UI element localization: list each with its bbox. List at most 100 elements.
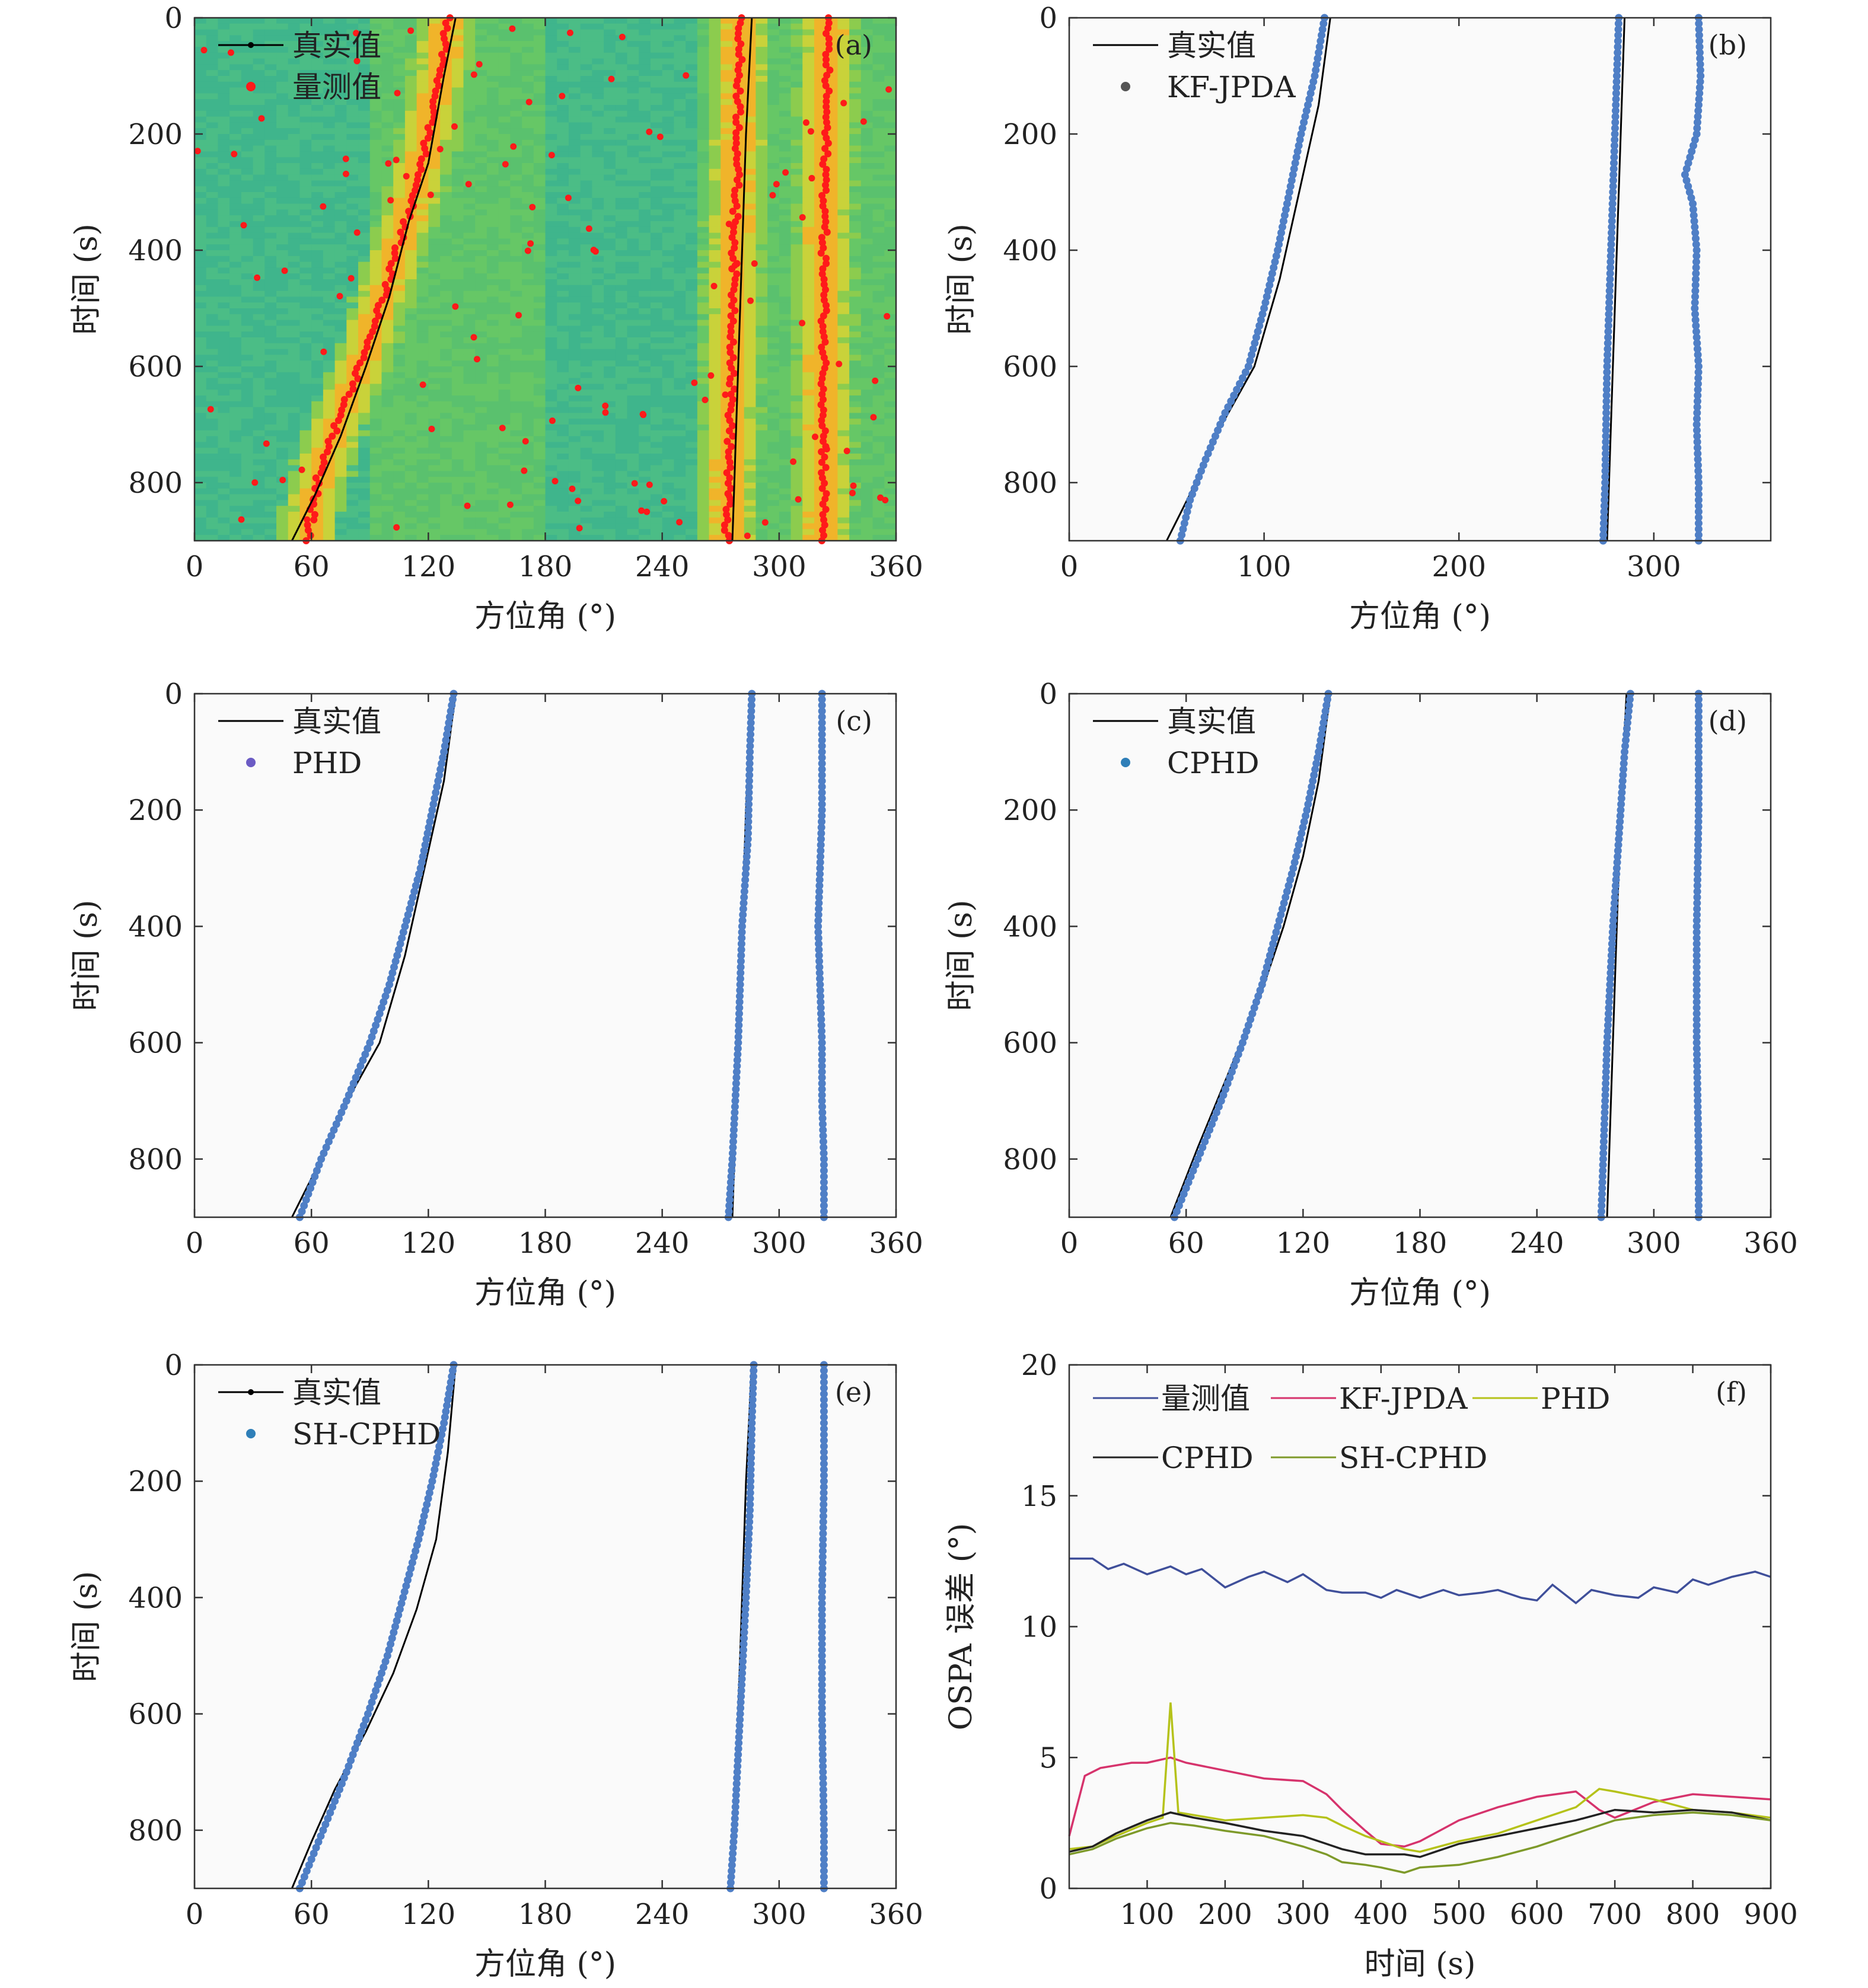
heat-cell xyxy=(323,238,336,245)
heat-cell xyxy=(721,261,733,268)
heat-cell xyxy=(697,139,710,146)
heat-cell xyxy=(346,70,359,76)
heat-cell xyxy=(779,384,792,390)
heat-cell xyxy=(779,157,792,164)
heat-cell xyxy=(533,122,546,129)
heat-cell xyxy=(837,221,850,228)
heat-cell xyxy=(522,285,534,292)
heat-cell xyxy=(510,186,522,193)
heat-cell xyxy=(849,419,862,425)
heat-cell xyxy=(498,76,511,82)
heat-cell xyxy=(825,378,839,384)
heat-cell xyxy=(381,209,394,216)
heat-cell xyxy=(475,163,487,170)
heat-cell xyxy=(346,145,359,152)
heat-cell xyxy=(756,174,768,181)
heat-cell xyxy=(264,180,277,187)
heat-cell xyxy=(311,401,324,408)
heat-cell xyxy=(369,337,382,344)
heat-cell xyxy=(393,209,406,216)
heat-cell xyxy=(697,168,710,175)
heat-cell xyxy=(627,81,639,88)
heat-cell xyxy=(557,430,569,437)
heat-cell xyxy=(686,261,698,268)
heat-cell xyxy=(428,221,441,228)
heat-cell xyxy=(650,64,663,71)
heat-cell xyxy=(334,145,347,152)
heat-cell xyxy=(686,128,698,135)
heat-cell xyxy=(674,308,686,315)
heat-cell xyxy=(381,390,394,396)
heat-cell xyxy=(288,430,301,437)
heat-cell xyxy=(686,151,698,158)
heat-cell xyxy=(346,186,359,193)
heat-cell xyxy=(416,203,429,210)
heat-cell xyxy=(860,471,874,477)
heat-cell xyxy=(463,494,476,500)
heat-cell xyxy=(697,70,710,76)
heat-cell xyxy=(241,366,254,373)
heat-cell xyxy=(580,326,592,332)
heat-cell xyxy=(825,244,839,251)
heat-cell xyxy=(288,163,301,170)
heat-cell xyxy=(580,401,592,408)
heat-cell xyxy=(779,192,792,199)
heat-cell xyxy=(639,157,651,164)
heat-cell xyxy=(533,41,546,47)
heat-cell xyxy=(428,366,441,373)
heat-cell xyxy=(557,192,569,199)
heat-cell xyxy=(837,308,850,315)
heat-cell xyxy=(872,483,885,489)
heat-cell xyxy=(288,366,301,373)
heat-cell xyxy=(686,390,698,396)
heat-cell xyxy=(440,360,452,367)
heat-cell xyxy=(522,232,534,239)
heat-cell xyxy=(475,180,487,187)
heat-cell xyxy=(522,163,534,170)
heat-cell xyxy=(860,180,874,187)
heat-cell xyxy=(545,308,557,315)
heat-cell xyxy=(697,425,710,431)
heat-cell xyxy=(288,209,301,216)
heat-cell xyxy=(463,261,476,268)
heat-cell xyxy=(790,267,803,274)
heat-cell xyxy=(311,256,324,263)
heat-cell xyxy=(872,87,885,94)
heat-cell xyxy=(860,58,874,65)
heat-cell xyxy=(674,186,686,193)
heat-cell xyxy=(568,209,581,216)
heat-cell xyxy=(756,197,768,205)
heat-cell xyxy=(802,47,815,53)
heat-cell xyxy=(428,436,441,442)
heat-cell xyxy=(288,180,301,187)
heat-cell xyxy=(440,267,452,274)
heat-cell xyxy=(463,215,476,222)
heat-cell xyxy=(686,413,698,419)
heat-cell xyxy=(545,250,557,257)
heat-cell xyxy=(416,273,429,280)
heat-cell xyxy=(627,355,639,361)
heat-cell xyxy=(264,296,277,303)
heat-cell xyxy=(872,29,885,36)
heat-cell xyxy=(498,279,511,286)
heat-cell xyxy=(522,192,534,199)
heat-cell xyxy=(311,308,324,315)
heat-cell xyxy=(522,29,534,36)
heat-cell xyxy=(288,168,301,175)
heat-cell xyxy=(533,454,546,460)
heat-cell xyxy=(639,384,651,390)
heat-cell xyxy=(860,76,874,82)
heat-cell xyxy=(545,448,557,454)
heat-cell xyxy=(346,192,359,199)
heat-cell xyxy=(557,494,569,500)
heat-cell xyxy=(557,58,569,65)
heat-cell xyxy=(229,250,242,257)
heat-cell xyxy=(475,442,487,448)
heat-cell xyxy=(767,267,780,274)
heat-cell xyxy=(825,151,839,158)
heat-cell xyxy=(837,320,850,326)
heat-cell xyxy=(440,471,452,477)
heat-cell xyxy=(253,168,265,175)
heat-cell xyxy=(825,267,839,274)
heat-cell xyxy=(674,448,686,454)
